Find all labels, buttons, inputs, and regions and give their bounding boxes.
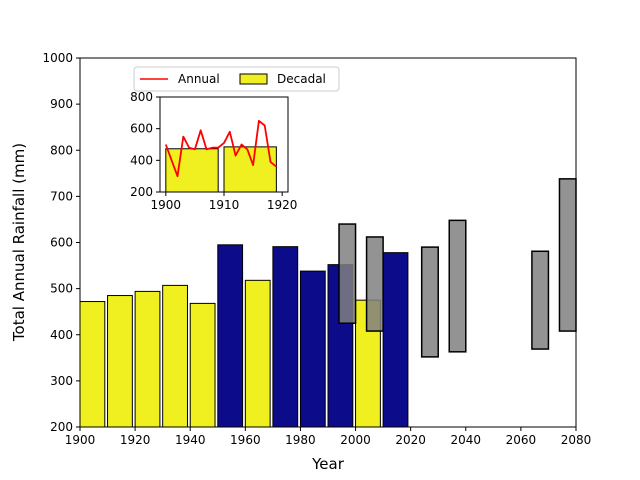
- y-tick-label: 500: [50, 282, 73, 296]
- inset-y-tick-label: 800: [130, 90, 153, 104]
- x-tick-label: 1960: [230, 433, 261, 447]
- bar-0-5: [244, 279, 271, 428]
- range-bar-3: [448, 219, 467, 353]
- legend-box: [133, 66, 340, 92]
- bar-0-4: [189, 302, 216, 428]
- x-tick-label: 2060: [506, 433, 537, 447]
- range-bar-5: [558, 178, 577, 332]
- x-tick-label: 2020: [395, 433, 426, 447]
- bar-1-4: [382, 252, 409, 428]
- inset-x-tick-label: 1900: [151, 198, 182, 212]
- inset-y-tick-label: 600: [130, 122, 153, 136]
- y-axis-label: Total Annual Rainfall (mm): [10, 143, 28, 342]
- bar-0-1: [107, 295, 133, 428]
- x-tick-label: 2040: [451, 433, 482, 447]
- range-bar-2: [420, 246, 439, 358]
- x-tick-label: 1920: [120, 433, 151, 447]
- main-plot: [79, 58, 577, 428]
- y-tick-label: 700: [50, 189, 73, 203]
- inset-bar-1: [223, 146, 277, 193]
- legend-label: Annual: [178, 72, 220, 86]
- main-axes: 1900 1920 1940 1960 1980 2000 2020 2040 2060 2080…: [42, 51, 591, 447]
- range-bar-1: [365, 236, 384, 332]
- y-tick-label: 1000: [42, 51, 73, 65]
- y-tick-label: 800: [50, 143, 73, 157]
- y-tick-label: 200: [50, 420, 73, 434]
- range-bar-0: [338, 223, 357, 324]
- legend-label: Decadal: [277, 72, 326, 86]
- bar-1-1: [272, 246, 299, 428]
- y-tick-label: 400: [50, 328, 73, 342]
- bar-1-0: [217, 244, 244, 428]
- range-bar-4: [531, 250, 550, 350]
- bar-0-0: [79, 301, 106, 428]
- legend-patch-swatch: [239, 73, 268, 85]
- inset-y-tick-label: 200: [130, 185, 153, 199]
- x-tick-label: 1940: [175, 433, 206, 447]
- inset-bar-0: [165, 148, 219, 193]
- bar-0-2: [134, 290, 161, 428]
- inset-x-tick-label: 1920: [267, 198, 298, 212]
- legend: Annual Decadal: [133, 66, 340, 92]
- inset-chart: 1900 1910 1920 200 400 600 800: [130, 90, 297, 212]
- inset-x-tick-label: 1910: [209, 198, 240, 212]
- y-tick-label: 600: [50, 236, 73, 250]
- x-tick-label: 1980: [285, 433, 316, 447]
- bar-1-2: [299, 270, 326, 428]
- x-tick-label: 2000: [340, 433, 371, 447]
- bar-0-3: [162, 284, 188, 428]
- x-tick-label: 2080: [561, 433, 592, 447]
- y-tick-label: 900: [50, 97, 73, 111]
- inset-y-tick-label: 400: [130, 153, 153, 167]
- x-tick-label: 1900: [65, 433, 96, 447]
- x-axis-label: Year: [311, 455, 345, 473]
- annual-line: [164, 119, 277, 178]
- y-tick-label: 300: [50, 374, 73, 388]
